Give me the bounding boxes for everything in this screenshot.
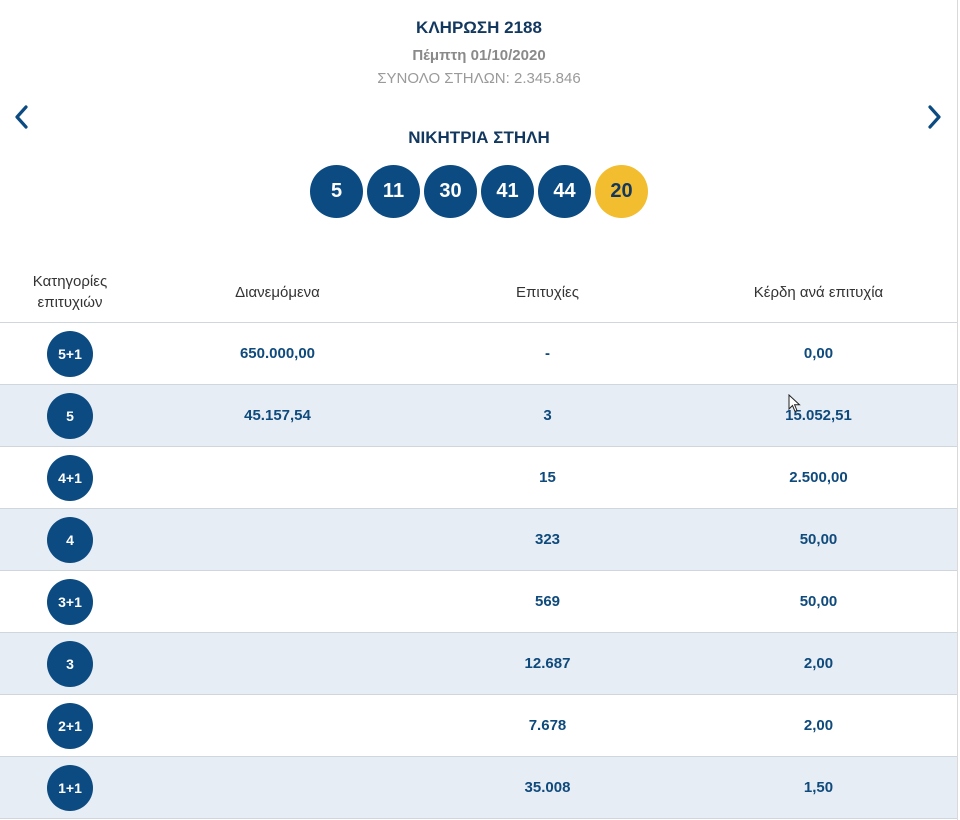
prize-value: 2.500,00 xyxy=(789,469,848,486)
table-row: 4 323 50,00 xyxy=(0,509,957,571)
winners-value: 323 xyxy=(534,531,561,548)
winners-value: - xyxy=(545,345,550,362)
number-ball: 5 xyxy=(310,165,363,218)
prize-value: 1,50 xyxy=(803,779,834,796)
distributed-value xyxy=(140,447,415,508)
joker-ball: 20 xyxy=(595,165,648,218)
distributed-value xyxy=(140,509,415,570)
total-columns: ΣΥΝΟΛΟ ΣΤΗΛΩΝ: 2.345.846 xyxy=(377,70,581,87)
header-distributed: Διανεμόμενα xyxy=(235,283,320,301)
distributed-value: 650.000,00 xyxy=(239,345,316,362)
category-badge: 3 xyxy=(47,640,93,687)
table-row: 3+1 569 50,00 xyxy=(0,571,957,633)
header-category-line1: Κατηγορίες xyxy=(32,273,108,290)
number-ball: 44 xyxy=(538,165,591,218)
winners-value: 35.008 xyxy=(524,779,571,796)
distributed-value xyxy=(140,571,415,632)
category-badge: 1+1 xyxy=(47,764,93,811)
prize-value: 15.052,51 xyxy=(785,407,852,424)
table-row: 5 45.157,54 3 15.052,51 xyxy=(0,385,957,447)
table-row: 1+1 35.008 1,50 xyxy=(0,757,957,819)
next-draw-button[interactable] xyxy=(922,103,946,131)
table-row: 2+1 7.678 2,00 xyxy=(0,695,957,757)
category-badge: 5+1 xyxy=(47,330,93,377)
header-winners: Επιτυχίες xyxy=(516,283,579,301)
distributed-value xyxy=(140,695,415,756)
table-header: Κατηγορίες επιτυχιών Διανεμόμενα Επιτυχί… xyxy=(0,262,957,323)
winning-numbers: 5 11 30 41 44 20 xyxy=(310,165,648,218)
prize-value: 0,00 xyxy=(803,345,834,362)
table-row: 4+1 15 2.500,00 xyxy=(0,447,957,509)
distributed-value: 45.157,54 xyxy=(244,407,311,424)
header-category-line2: επιτυχιών xyxy=(37,294,103,311)
number-ball: 30 xyxy=(424,165,477,218)
winners-value: 15 xyxy=(539,469,556,486)
winners-value: 3 xyxy=(543,407,552,424)
chevron-right-icon xyxy=(928,105,941,129)
draw-date: Πέμπτη 01/10/2020 xyxy=(412,47,546,64)
prize-value: 2,00 xyxy=(803,717,834,734)
category-badge: 4+1 xyxy=(47,454,93,501)
header-prize: Κέρδη ανά επιτυχία xyxy=(753,283,884,301)
winners-value: 12.687 xyxy=(524,655,571,672)
chevron-left-icon xyxy=(15,105,28,129)
category-badge: 3+1 xyxy=(47,578,93,625)
category-badge: 4 xyxy=(47,516,93,563)
winners-value: 569 xyxy=(534,593,561,610)
category-badge: 5 xyxy=(47,392,93,439)
prize-value: 2,00 xyxy=(803,655,834,672)
number-ball: 11 xyxy=(367,165,420,218)
number-ball: 41 xyxy=(481,165,534,218)
winning-column-title: ΝΙΚΗΤΡΙΑ ΣΤΗΛΗ xyxy=(408,128,550,147)
distributed-value xyxy=(140,633,415,694)
category-badge: 2+1 xyxy=(47,702,93,749)
prize-value: 50,00 xyxy=(799,593,838,610)
previous-draw-button[interactable] xyxy=(10,103,34,131)
table-row: 5+1 650.000,00 - 0,00 xyxy=(0,323,957,385)
winners-value: 7.678 xyxy=(528,717,567,734)
distributed-value xyxy=(140,757,415,818)
page-edge-divider xyxy=(957,0,958,820)
prize-table: Κατηγορίες επιτυχιών Διανεμόμενα Επιτυχί… xyxy=(0,262,957,819)
draw-title: ΚΛΗΡΩΣΗ 2188 xyxy=(416,18,542,37)
header-category: Κατηγορίες επιτυχιών xyxy=(0,262,140,322)
table-row: 3 12.687 2,00 xyxy=(0,633,957,695)
prize-value: 50,00 xyxy=(799,531,838,548)
